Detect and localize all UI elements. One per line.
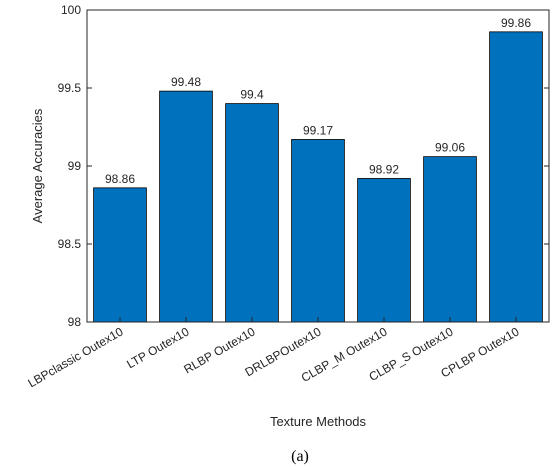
y-tick-label: 98.5	[58, 237, 82, 251]
figure-caption: (a)	[291, 448, 309, 465]
bar	[357, 178, 411, 323]
bar	[225, 103, 279, 323]
y-axis-ticks: 98 98.5 99 99.5 100	[58, 3, 549, 329]
bar	[423, 156, 477, 323]
bar-value-label: 98.86	[105, 172, 135, 186]
x-axis-label: Texture Methods	[270, 414, 367, 429]
bar	[159, 90, 213, 323]
bar	[489, 31, 543, 323]
value-labels-group: 98.86 99.48 99.4 99.17 98.92 99.06 99.86	[105, 16, 531, 186]
bar-value-label: 99.17	[303, 123, 333, 137]
y-tick-label: 99.5	[58, 81, 82, 95]
bar-value-label: 99.86	[501, 16, 531, 30]
x-tick-label: LBPclassic Outex10	[25, 324, 125, 390]
y-tick-label: 99	[68, 159, 82, 173]
y-tick-label: 100	[61, 3, 81, 17]
y-tick-label: 98	[68, 315, 82, 329]
bar-value-label: 99.4	[240, 88, 264, 102]
bars-group	[93, 31, 543, 323]
bar-value-label: 99.06	[435, 141, 465, 155]
bar	[93, 187, 147, 323]
y-axis-label: Average Accuracies	[30, 108, 45, 223]
bar-value-label: 98.92	[369, 162, 399, 176]
bar	[291, 139, 345, 323]
bar-value-label: 99.48	[171, 75, 201, 89]
